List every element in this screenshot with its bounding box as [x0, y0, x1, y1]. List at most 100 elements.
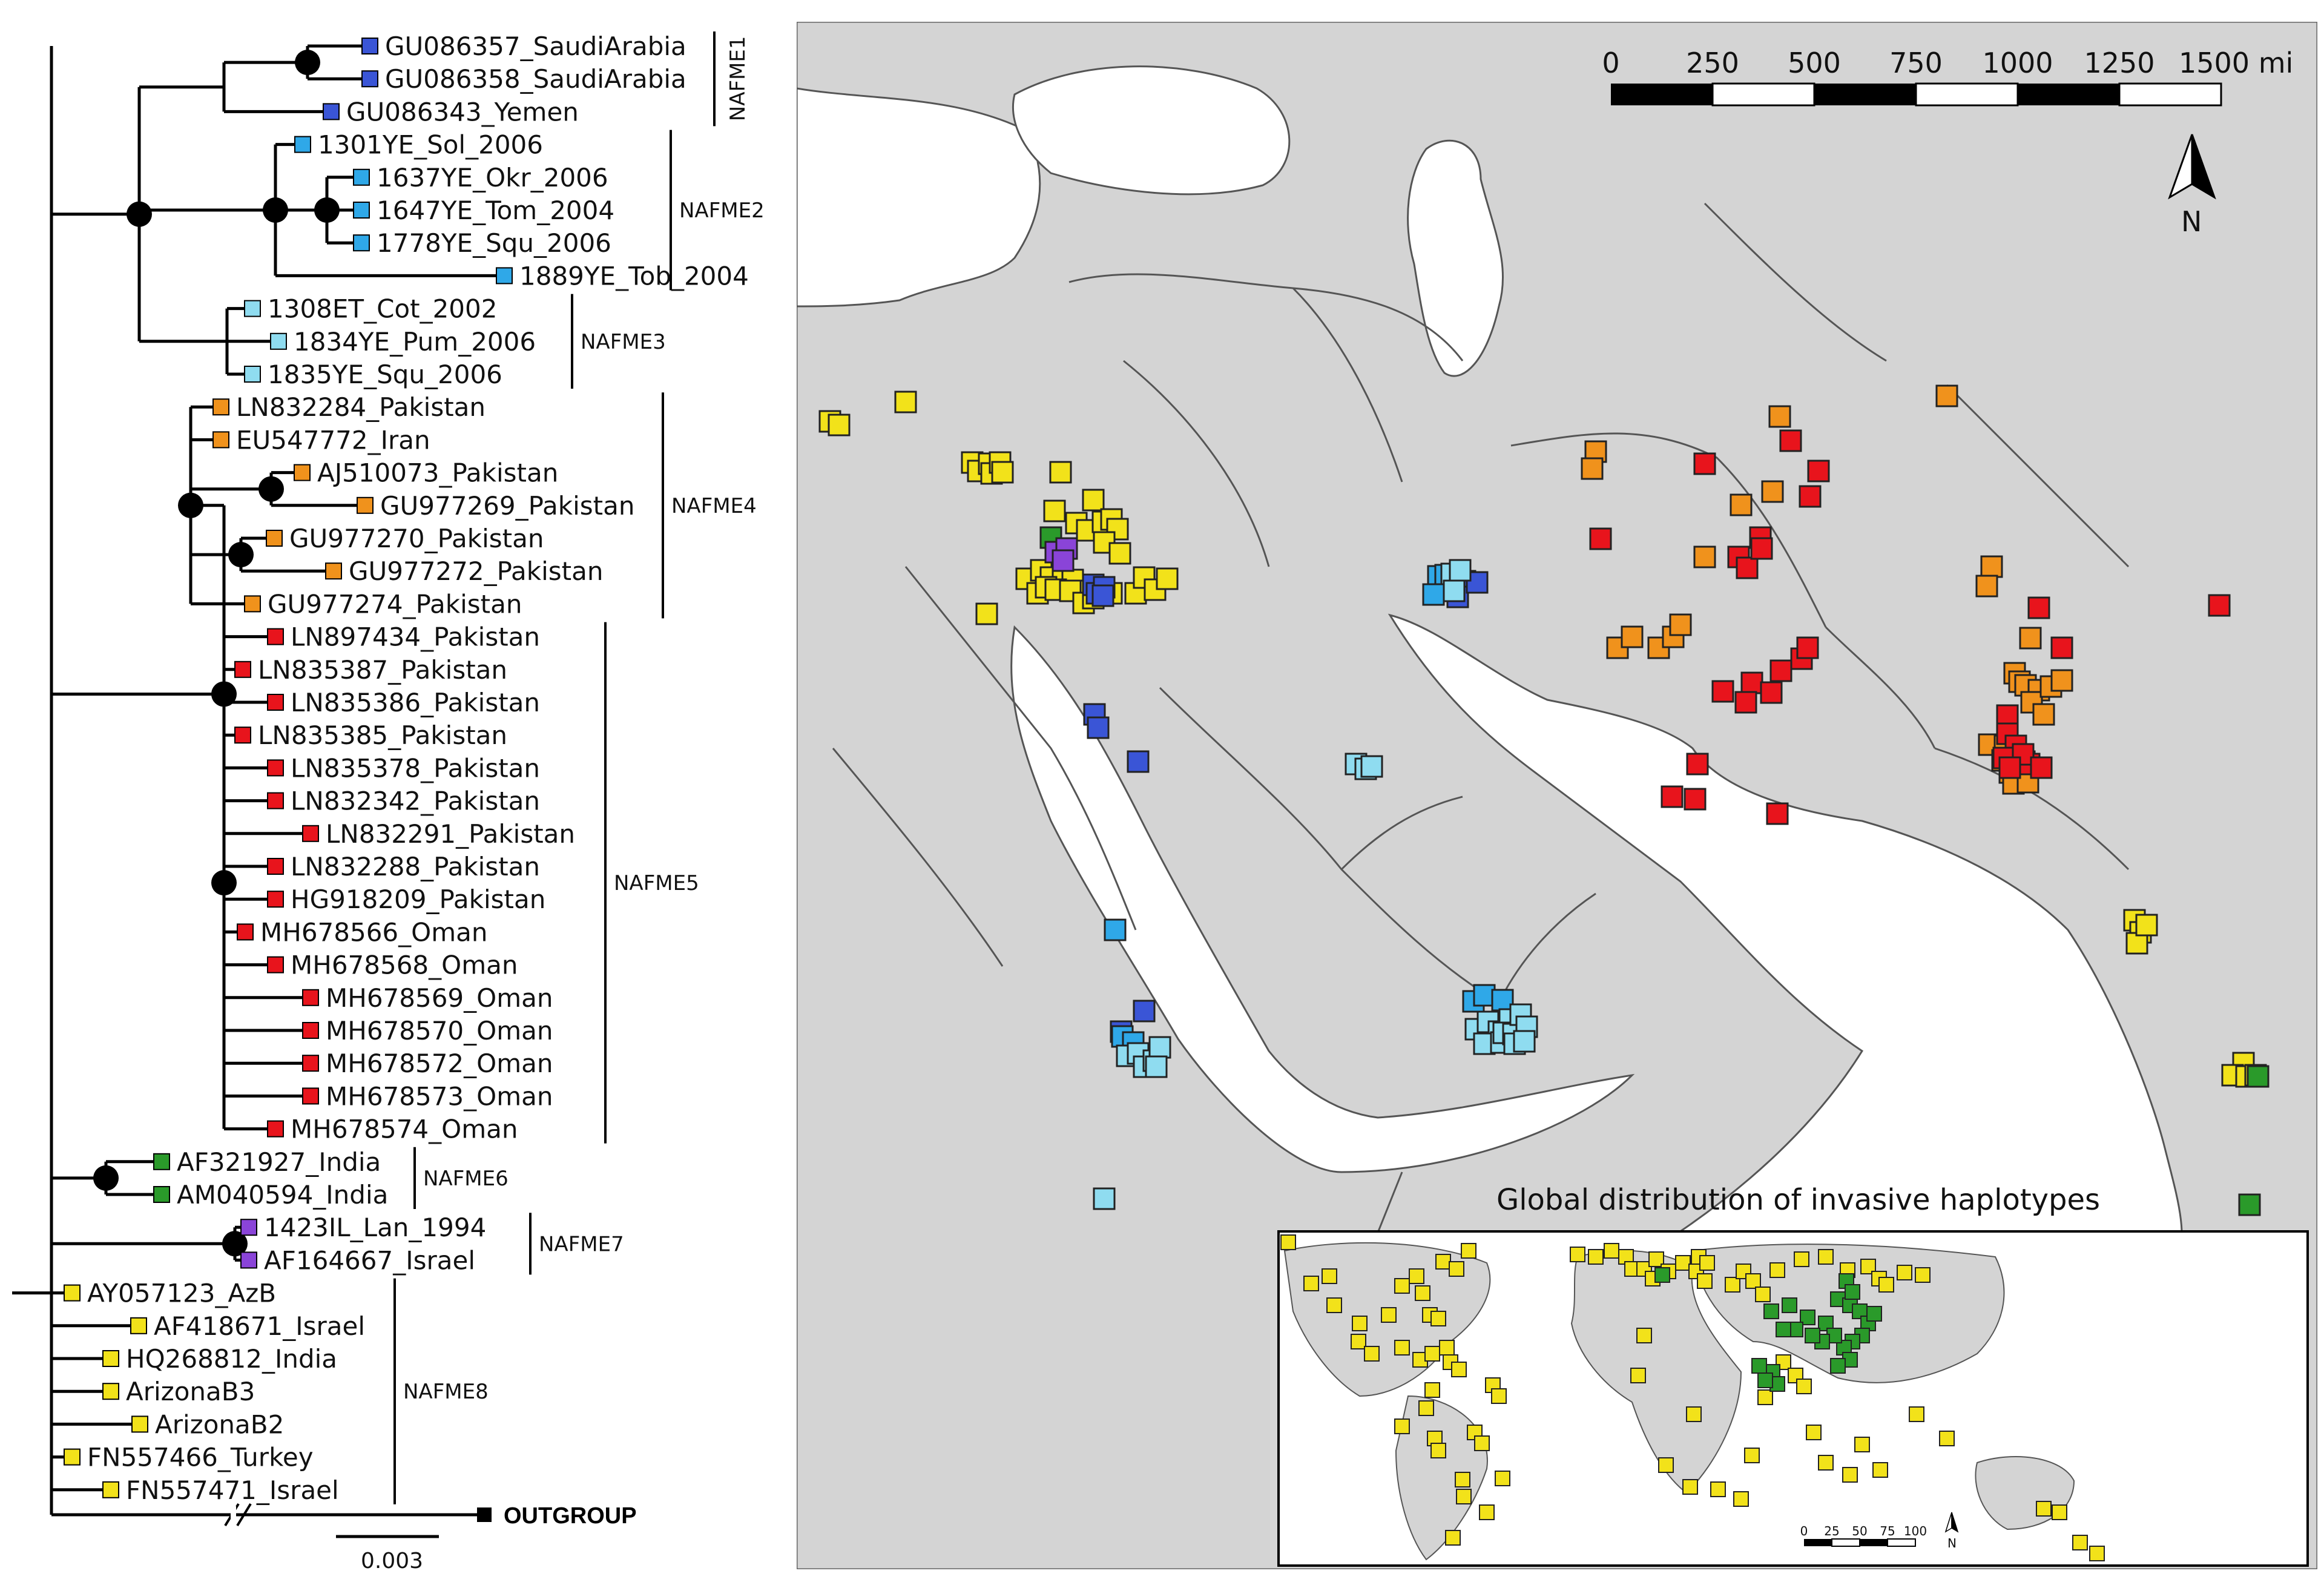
- inset-haplotype-marker: [1818, 1455, 1834, 1471]
- inset-haplotype-marker: [1878, 1277, 1894, 1293]
- haplotype-marker: [2247, 1065, 2270, 1088]
- inset-haplotype-marker: [1322, 1268, 1337, 1284]
- haplotype-marker: [2050, 669, 2073, 692]
- haplotype-marker: [2030, 756, 2053, 779]
- haplotype-marker: [1736, 556, 1759, 579]
- tip-label: 1308ET_Cot_2002: [268, 294, 497, 324]
- tip-label: MH678572_Oman: [326, 1049, 553, 1078]
- inset-haplotype-marker: [1915, 1267, 1931, 1283]
- scale-tick-label: 500: [1788, 47, 1841, 79]
- haplotype-marker: [894, 390, 917, 413]
- tip-marker: [267, 792, 284, 809]
- inset-haplotype-marker: [1818, 1249, 1834, 1265]
- map-scale-bar: 0 250 500 750 1000 1250 1500 mi: [1602, 47, 2293, 107]
- inset-haplotype-marker: [1352, 1316, 1368, 1331]
- inset-haplotype-marker: [1854, 1437, 1870, 1452]
- clade-label: NAFME4: [671, 494, 757, 518]
- tip-label: MH678574_Oman: [291, 1115, 518, 1144]
- haplotype-marker: [1052, 549, 1075, 572]
- tip-marker: [130, 1317, 147, 1334]
- bootstrap-node: [93, 1165, 119, 1191]
- tree-tip-labels: GU086357_SaudiArabiaGU086358_SaudiArabia…: [87, 31, 749, 1505]
- phylogenetic-tree: GU086357_SaudiArabiaGU086358_SaudiArabia…: [12, 31, 765, 1573]
- tip-marker: [212, 398, 229, 416]
- tip-label: MH678573_Oman: [326, 1081, 553, 1111]
- tip-marker: [302, 1055, 319, 1072]
- tip-marker: [323, 103, 340, 120]
- inset-haplotype-marker: [1842, 1467, 1858, 1483]
- haplotype-marker: [1799, 485, 1822, 508]
- inset-haplotype-marker: [1491, 1388, 1507, 1404]
- mediterranean-sea: [797, 87, 1041, 308]
- tip-label: GU977272_Pakistan: [349, 556, 604, 586]
- haplotype-marker: [1043, 499, 1066, 522]
- haplotype-marker: [1104, 918, 1127, 941]
- inset-haplotype-marker: [1939, 1431, 1955, 1446]
- tip-marker: [325, 562, 342, 580]
- inset-haplotype-marker: [1872, 1462, 1888, 1478]
- tip-marker: [361, 38, 378, 54]
- inset-haplotype-marker: [1409, 1268, 1424, 1284]
- inset-haplotype-marker: [1806, 1425, 1822, 1440]
- haplotype-marker: [2238, 1193, 2261, 1216]
- tip-marker: [234, 726, 251, 744]
- tip-marker: [244, 595, 261, 613]
- tip-label: GU977269_Pakistan: [380, 491, 635, 521]
- inset-haplotype-marker: [1757, 1389, 1773, 1405]
- inset-haplotype-marker: [1682, 1479, 1698, 1495]
- inset-haplotype-marker: [1675, 1255, 1691, 1271]
- tree-branches: [12, 44, 496, 1515]
- tip-marker: [131, 1415, 148, 1433]
- scale-tick-label: 1250: [2084, 47, 2154, 79]
- haplotype-marker: [1049, 461, 1072, 484]
- tip-label: FN557471_Israel: [126, 1475, 339, 1505]
- haplotype-marker: [1145, 1055, 1168, 1078]
- haplotype-marker: [1087, 716, 1110, 739]
- inset-haplotype-marker: [1636, 1328, 1652, 1343]
- tip-marker: [102, 1383, 119, 1400]
- bootstrap-node: [258, 476, 284, 502]
- haplotype-marker: [2032, 703, 2055, 726]
- inset-haplotype-marker: [1757, 1372, 1773, 1388]
- inset-haplotype-marker: [1415, 1285, 1430, 1301]
- haplotype-marker: [1686, 753, 1709, 776]
- inset-haplotype-marker: [1845, 1284, 1860, 1300]
- inset-haplotype-marker: [1588, 1249, 1604, 1265]
- inset-haplotype-marker: [1424, 1346, 1440, 1362]
- outgroup-branch: OUTGROUP: [51, 1503, 637, 1529]
- caspian-sea: [1407, 139, 1504, 377]
- haplotype-marker: [1750, 537, 1773, 560]
- haplotype-marker: [1998, 756, 2021, 779]
- inset-haplotype-marker: [1697, 1273, 1713, 1289]
- haplotype-marker: [1796, 636, 1819, 659]
- tip-label: AF164667_Israel: [264, 1245, 475, 1275]
- haplotype-marker: [991, 461, 1014, 484]
- inset-haplotype-marker: [1326, 1297, 1342, 1313]
- tip-label: AY057123_AzB: [87, 1279, 276, 1308]
- tip-label: GU977270_Pakistan: [289, 524, 544, 553]
- inset-haplotype-marker: [1648, 1251, 1664, 1267]
- haplotype-marker: [1513, 1030, 1536, 1053]
- haplotype-marker: [1589, 527, 1612, 550]
- inset-north-label: N: [1947, 1536, 1957, 1550]
- haplotype-marker: [1693, 452, 1716, 475]
- haplotype-marker: [2027, 596, 2050, 619]
- scale-tick-label: 250: [1686, 47, 1739, 79]
- tip-label: LN897434_Pakistan: [291, 622, 540, 652]
- inset-haplotype-marker: [1782, 1297, 1797, 1313]
- tip-marker: [267, 956, 284, 974]
- inset-haplotype-marker: [1479, 1504, 1495, 1520]
- haplotype-marker: [1761, 480, 1784, 503]
- inset-haplotype-marker: [1495, 1471, 1510, 1486]
- clade-label: NAFME1: [726, 36, 750, 121]
- inset-haplotype-marker: [1451, 1362, 1467, 1377]
- tip-marker: [294, 136, 311, 153]
- tip-marker: [153, 1186, 170, 1203]
- water-bodies: [797, 65, 2183, 1270]
- tip-label: HG918209_Pakistan: [291, 885, 545, 914]
- haplotype-marker: [1148, 1036, 1171, 1059]
- inset-haplotype-marker: [1654, 1267, 1670, 1283]
- tip-marker: [267, 628, 284, 645]
- tip-label: LN835386_Pakistan: [291, 688, 540, 717]
- tip-label: MH678566_Oman: [260, 917, 487, 947]
